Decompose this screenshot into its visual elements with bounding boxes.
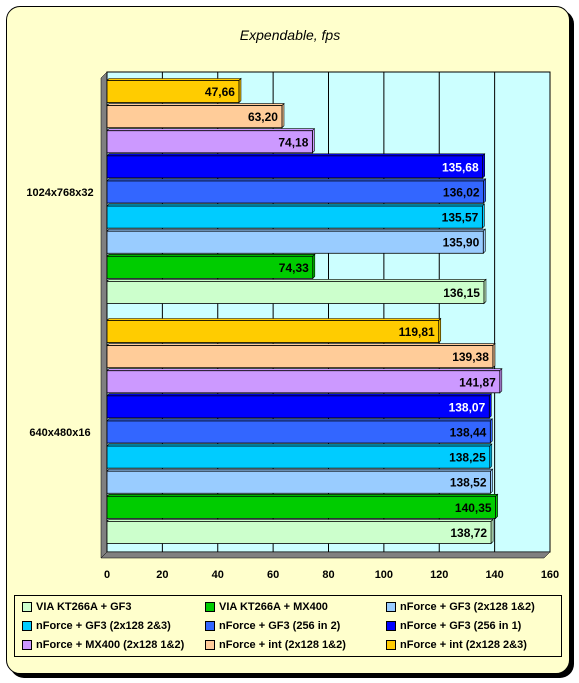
- x-tick-label: 60: [267, 569, 279, 581]
- legend-swatch: [386, 621, 396, 631]
- legend-swatch: [22, 602, 32, 612]
- legend-swatch: [205, 621, 215, 631]
- bar: [106, 420, 491, 444]
- data-label: 138,52: [450, 476, 487, 490]
- plot-side-wall: [100, 71, 108, 559]
- x-tick-label: 0: [104, 569, 110, 581]
- legend-item: nForce + int (2x128 1&2): [205, 639, 346, 651]
- bar: [106, 320, 440, 344]
- x-tick-label: 40: [212, 569, 224, 581]
- legend-label: nForce + MX400 (2x128 1&2): [36, 639, 185, 651]
- category-label: 1024x768x32: [26, 187, 93, 199]
- data-label: 74,33: [279, 261, 309, 275]
- data-label: 140,35: [455, 501, 492, 515]
- legend-label: nForce + int (2x128 2&3): [400, 639, 527, 651]
- data-label: 138,44: [450, 426, 487, 440]
- x-tick-label: 80: [322, 569, 334, 581]
- data-label: 136,15: [443, 286, 480, 300]
- x-tick-label: 20: [156, 569, 168, 581]
- bar: [106, 205, 483, 229]
- legend-item: VIA KT266A + GF3: [22, 601, 131, 613]
- data-label: 136,02: [443, 186, 480, 200]
- bar: [106, 470, 491, 494]
- legend-label: VIA KT266A + GF3: [36, 601, 132, 613]
- bar: [106, 395, 490, 419]
- legend-swatch: [386, 640, 396, 650]
- legend-swatch: [22, 621, 32, 631]
- bar: [106, 445, 491, 469]
- data-label: 47,66: [205, 85, 235, 99]
- plot-floor: [100, 551, 551, 559]
- legend-item: nForce + MX400 (2x128 1&2): [22, 639, 184, 651]
- bar: [106, 520, 492, 544]
- bar: [106, 105, 283, 129]
- data-label: 135,68: [442, 160, 479, 174]
- legend-swatch: [386, 602, 396, 612]
- data-label: 135,90: [443, 236, 480, 250]
- bar: [106, 495, 496, 519]
- bar: [106, 155, 484, 179]
- plot-area: 0 20 40 60 80 100 120 140 160 1024x768x32 136,15 74…: [26, 71, 559, 581]
- x-tick-label: 140: [485, 569, 503, 581]
- bar: [106, 80, 240, 104]
- legend-item: nForce + GF3 (2x128 1&2): [386, 601, 535, 613]
- chart-title: Expendable, fps: [240, 27, 340, 43]
- bar: [106, 130, 313, 154]
- bar: [106, 255, 314, 279]
- bar: [106, 345, 494, 369]
- legend-swatch: [22, 640, 32, 650]
- legend-label: nForce + int (2x128 1&2): [219, 639, 346, 651]
- data-label: 139,38: [452, 350, 489, 364]
- legend: VIA KT266A + GF3 VIA KT266A + MX400 nForce…: [14, 595, 562, 657]
- legend-label: nForce + GF3 (256 in 1): [400, 620, 522, 632]
- data-label: 74,18: [278, 135, 308, 149]
- data-label: 138,25: [449, 451, 486, 465]
- legend-swatch: [205, 602, 215, 612]
- legend-item: nForce + GF3 (256 in 2): [205, 620, 340, 632]
- data-label: 119,81: [399, 325, 435, 339]
- data-label: 141,87: [459, 375, 496, 389]
- data-label: 135,57: [442, 211, 479, 225]
- legend-label: VIA KT266A + MX400: [219, 601, 328, 613]
- legend-item: VIA KT266A + MX400: [205, 601, 328, 613]
- bar: [106, 370, 501, 394]
- legend-label: nForce + GF3 (2x128 2&3): [36, 620, 171, 632]
- x-tick-label: 120: [430, 569, 448, 581]
- bar: [106, 280, 485, 304]
- x-tick-label: 100: [375, 569, 393, 581]
- bar: [106, 180, 485, 204]
- legend-swatch: [205, 640, 215, 650]
- data-label: 138,07: [449, 400, 486, 414]
- legend-label: nForce + GF3 (256 in 2): [219, 620, 341, 632]
- bar: [106, 230, 484, 254]
- legend-label: nForce + GF3 (2x128 1&2): [400, 601, 535, 613]
- x-tick-label: 160: [541, 569, 559, 581]
- legend-item: nForce + GF3 (256 in 1): [386, 620, 521, 632]
- data-label: 63,20: [248, 110, 278, 124]
- legend-item: nForce + int (2x128 2&3): [386, 639, 527, 651]
- legend-item: nForce + GF3 (2x128 2&3): [22, 620, 171, 632]
- data-label: 138,72: [450, 526, 487, 540]
- category-label: 640x480x16: [29, 427, 90, 439]
